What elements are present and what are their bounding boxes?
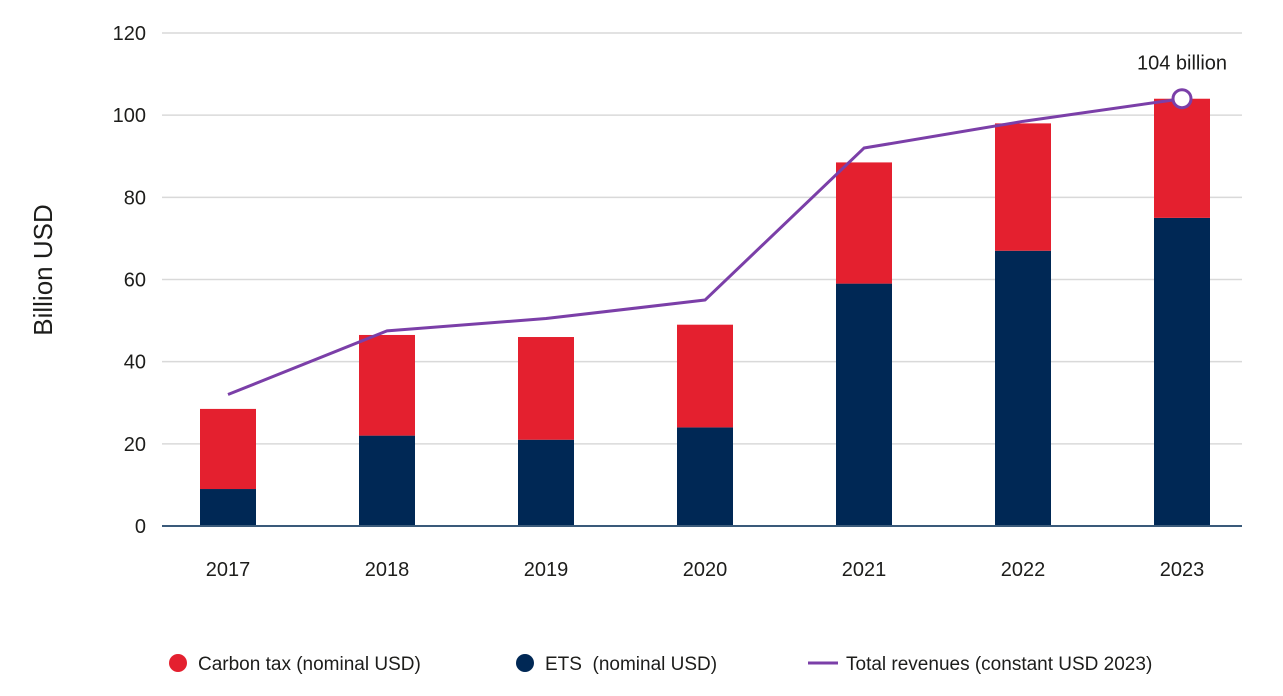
x-tick-label-2018: 2018	[365, 559, 410, 581]
annotation-marker-2023	[1171, 88, 1193, 110]
bar-carbon-tax-2019	[518, 337, 574, 440]
y-axis-title: Billion USD	[28, 204, 58, 336]
line-total-revenues	[227, 97, 1183, 396]
bar-carbon-tax-2023	[1154, 98, 1210, 218]
legend-marker-ets	[516, 654, 534, 672]
legend-label-total-revenues: Total revenues (constant USD 2023)	[846, 654, 1152, 675]
x-tick-label-2023: 2023	[1160, 559, 1205, 581]
x-tick-label-2017: 2017	[206, 559, 251, 581]
bar-ets-2022	[995, 250, 1051, 526]
y-tick-label-0: 0	[135, 516, 146, 538]
legend-label-carbon-tax: Carbon tax (nominal USD)	[198, 654, 421, 675]
y-tick-label-100: 100	[113, 105, 146, 127]
y-tick-label-60: 60	[124, 270, 146, 292]
bar-ets-2021	[836, 283, 892, 526]
total-revenues-line	[227, 97, 1183, 396]
gridlines	[162, 32, 1242, 445]
legend: Carbon tax (nominal USD) ETS (nominal USD…	[169, 654, 1152, 675]
legend-marker-carbon-tax	[169, 654, 187, 672]
x-tick-label-2022: 2022	[1001, 559, 1046, 581]
x-tick-label-2021: 2021	[842, 559, 887, 581]
bar-ets-2023	[1154, 217, 1210, 526]
annotations: 104 billion	[1137, 53, 1227, 110]
legend-label-ets: ETS (nominal USD)	[545, 654, 717, 675]
bar-carbon-tax-2020	[677, 324, 733, 428]
bar-ets-2017	[200, 489, 256, 526]
y-tick-label-20: 20	[124, 434, 146, 456]
y-tick-label-80: 80	[124, 187, 146, 209]
bar-ets-2019	[518, 439, 574, 526]
bar-carbon-tax-2018	[359, 334, 415, 436]
bar-carbon-tax-2021	[836, 162, 892, 284]
annotation-label-2023: 104 billion	[1137, 53, 1227, 75]
y-tick-label-40: 40	[124, 352, 146, 374]
bar-ets-2018	[359, 435, 415, 526]
bars	[200, 98, 1210, 526]
bar-ets-2020	[677, 427, 733, 526]
y-tick-label-120: 120	[113, 23, 146, 45]
bar-carbon-tax-2017	[200, 408, 256, 490]
x-tick-label-2020: 2020	[683, 559, 728, 581]
bar-carbon-tax-2022	[995, 123, 1051, 251]
x-tick-label-2019: 2019	[524, 559, 569, 581]
axes: 0 20 40 60 80 100 120 2017 2018 2019 2020 2021 2022 2…	[113, 23, 1242, 581]
